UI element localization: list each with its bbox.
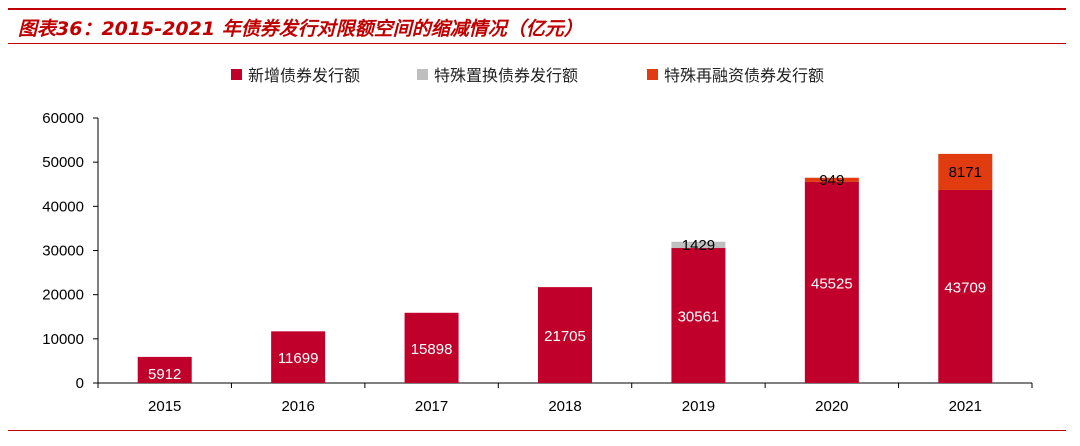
legend-label-new-bonds: 新增债券发行额: [248, 66, 361, 85]
data-label-new-bonds: 5912: [148, 366, 181, 383]
y-tick-label: 60000: [42, 110, 84, 127]
y-tick-label: 50000: [42, 154, 84, 171]
title-bar: 图表36：2015-2021 年债券发行对限额空间的缩减情况（亿元）: [0, 0, 1080, 46]
data-label-series-1: 1429: [682, 237, 715, 254]
data-label-new-bonds: 45525: [811, 275, 853, 292]
bar-2020-series-2: [804, 177, 859, 182]
x-tick-label: 2021: [949, 398, 982, 415]
legend-label-special-refinancing: 特殊再融资债券发行额: [664, 66, 825, 85]
legend-swatch-special-refinancing: [647, 68, 658, 80]
bar-2019-series-0: [671, 248, 726, 383]
x-tick-label: 2019: [682, 398, 715, 415]
data-label-new-bonds: 43709: [944, 279, 986, 296]
y-tick-label: 10000: [42, 331, 84, 348]
data-label-new-bonds: 15898: [411, 341, 453, 358]
chart-title: 图表36：2015-2021 年债券发行对限额空间的缩减情况（亿元）: [18, 18, 583, 40]
title-top-rule: [8, 8, 1066, 10]
legend-swatch-special-replacement: [417, 68, 428, 80]
legend-label-special-replacement: 特殊置换债券发行额: [434, 66, 579, 85]
data-label-new-bonds: 11699: [278, 350, 319, 367]
bar-2017-series-0: [404, 312, 459, 383]
x-tick-label: 2020: [815, 398, 848, 415]
y-tick-label: 0: [76, 375, 84, 392]
x-tick-label: 2015: [148, 398, 181, 415]
title-bottom-rule: [8, 43, 1066, 44]
bar-2021-series-2: [938, 153, 993, 190]
legend-item-new-bonds: 新增债券发行额: [231, 62, 360, 86]
bar-2019-series-1: [671, 241, 726, 249]
data-label-new-bonds: 21705: [544, 328, 586, 345]
legend: 新增债券发行额 特殊置换债券发行额 特殊再融资债券发行额: [0, 62, 1080, 86]
data-label-new-bonds: 30561: [678, 309, 720, 326]
x-tick-label: 2017: [415, 398, 448, 415]
x-tick-label: 2016: [281, 398, 314, 415]
legend-swatch-new-bonds: [231, 68, 242, 80]
bar-2018-series-0: [538, 287, 592, 383]
data-label-series-2: 8171: [949, 164, 982, 181]
y-tick-label: 40000: [42, 198, 84, 215]
y-tick-label: 20000: [42, 287, 84, 304]
y-tick-label: 30000: [42, 243, 84, 260]
bar-2016-series-0: [271, 331, 326, 383]
data-label-series-2: 949: [819, 172, 844, 189]
legend-item-special-refinancing: 特殊再融资债券发行额: [647, 62, 824, 86]
x-tick-label: 2018: [548, 398, 581, 415]
legend-item-special-replacement: 特殊置换债券发行额: [417, 62, 578, 86]
bar-2020-series-0: [804, 181, 859, 383]
bar-2015-series-0: [137, 356, 192, 383]
bottom-rule: [8, 430, 1066, 431]
bar-2021-series-0: [938, 189, 993, 383]
